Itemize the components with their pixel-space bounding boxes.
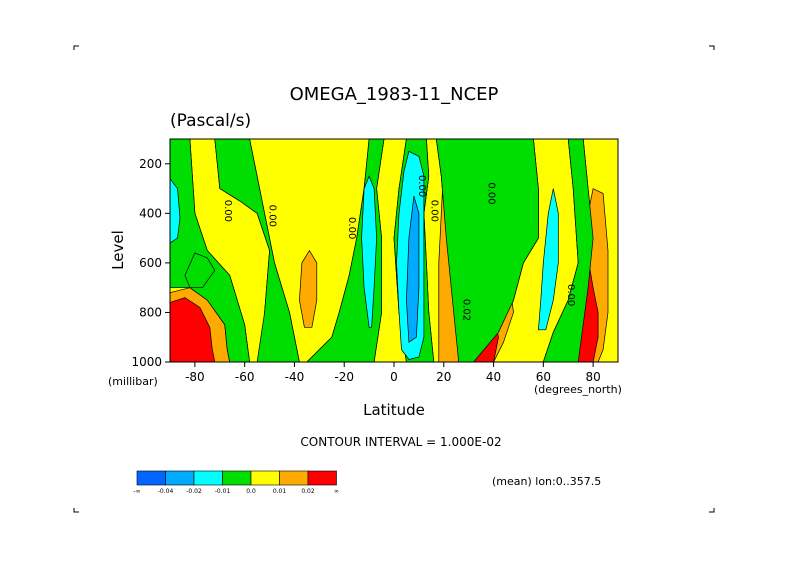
contour-label-5: 0.00 <box>486 182 497 204</box>
x-tick-label: -80 <box>185 370 205 384</box>
contour-interval-text: CONTOUR INTERVAL = 1.000E-02 <box>300 435 501 449</box>
y-tick-label: 1000 <box>131 355 162 369</box>
crop-marks <box>73 45 715 513</box>
colorbar-swatch <box>136 470 166 486</box>
colorbar-label: 0.02 <box>301 488 315 495</box>
x-tick-label: -60 <box>235 370 255 384</box>
y-axis: 200 400 600 800 1000 <box>131 157 170 369</box>
contour-label-6: 0.00 <box>565 284 576 306</box>
contour-region-cool_-0_01-0 <box>169 138 250 363</box>
y-tick-label: 400 <box>139 206 162 220</box>
colorbar-label: -∞ <box>133 488 140 495</box>
mean-text: (mean) lon:0..357.5 <box>492 475 601 488</box>
x-tick-label: -40 <box>285 370 305 384</box>
colorbar-swatch <box>222 470 252 486</box>
x-tick-label: 0 <box>390 370 398 384</box>
x-axis-label: Latitude <box>363 401 425 419</box>
colorbar: -∞ -0.04 -0.02 -0.01 0.0 0.01 0.02 ∞ <box>133 470 339 495</box>
colorbar-label: ∞ <box>334 488 339 495</box>
contour-label-4: 0.00 <box>428 200 439 222</box>
y-unit-label: (millibar) <box>108 375 158 388</box>
colorbar-label: 0.01 <box>273 488 287 495</box>
plot-area: 0.00 0.000.000.000.000.000.000.02 <box>169 138 619 363</box>
colorbar-swatch <box>250 470 280 486</box>
contour-region-cool_-0_02-1 <box>361 175 377 328</box>
colorbar-label: 0.0 <box>246 488 256 495</box>
x-tick-label: 20 <box>436 370 451 384</box>
y-tick-label: 600 <box>139 256 162 270</box>
contour-region-warm_0_02-0 <box>169 297 216 363</box>
units-label: (Pascal/s) <box>170 111 251 131</box>
contour-region-cool_-0_02-3 <box>538 188 559 331</box>
contour-label-7: 0.02 <box>461 299 472 321</box>
contour-label-0: 0.00 <box>222 200 233 222</box>
colorbar-swatch <box>193 470 223 486</box>
contour-label-3: 0.00 <box>416 175 427 197</box>
chart-title: OMEGA_1983-11_NCEP <box>290 84 499 105</box>
y-axis-label: Level <box>109 230 127 270</box>
x-axis: -80 -60 -40 -20 0 20 40 60 80 <box>185 362 601 384</box>
colorbar-label: -0.01 <box>215 488 231 495</box>
x-unit-label: (degrees_north) <box>534 383 622 396</box>
x-tick-label: -20 <box>334 370 354 384</box>
colorbar-swatch <box>279 470 309 486</box>
contour-label-1: 0.00 <box>267 205 278 227</box>
y-tick-label: 800 <box>139 305 162 319</box>
colorbar-label: -0.04 <box>158 488 174 495</box>
x-tick-label: 40 <box>486 370 501 384</box>
contour-region-warm_0_01-2 <box>299 249 318 328</box>
contour-region-cool_-0_01-6 <box>184 252 216 289</box>
contour-label-2: 0.00 <box>346 217 357 239</box>
colorbar-label: -0.02 <box>186 488 202 495</box>
contour-region-cool_-0_04-0 <box>406 195 420 343</box>
x-tick-label: 60 <box>536 370 551 384</box>
colorbar-swatch <box>165 470 195 486</box>
x-tick-label: 80 <box>585 370 600 384</box>
y-tick-label: 200 <box>139 157 162 171</box>
colorbar-swatch <box>307 470 337 486</box>
contour-region-cool_-0_01-4 <box>435 138 539 363</box>
